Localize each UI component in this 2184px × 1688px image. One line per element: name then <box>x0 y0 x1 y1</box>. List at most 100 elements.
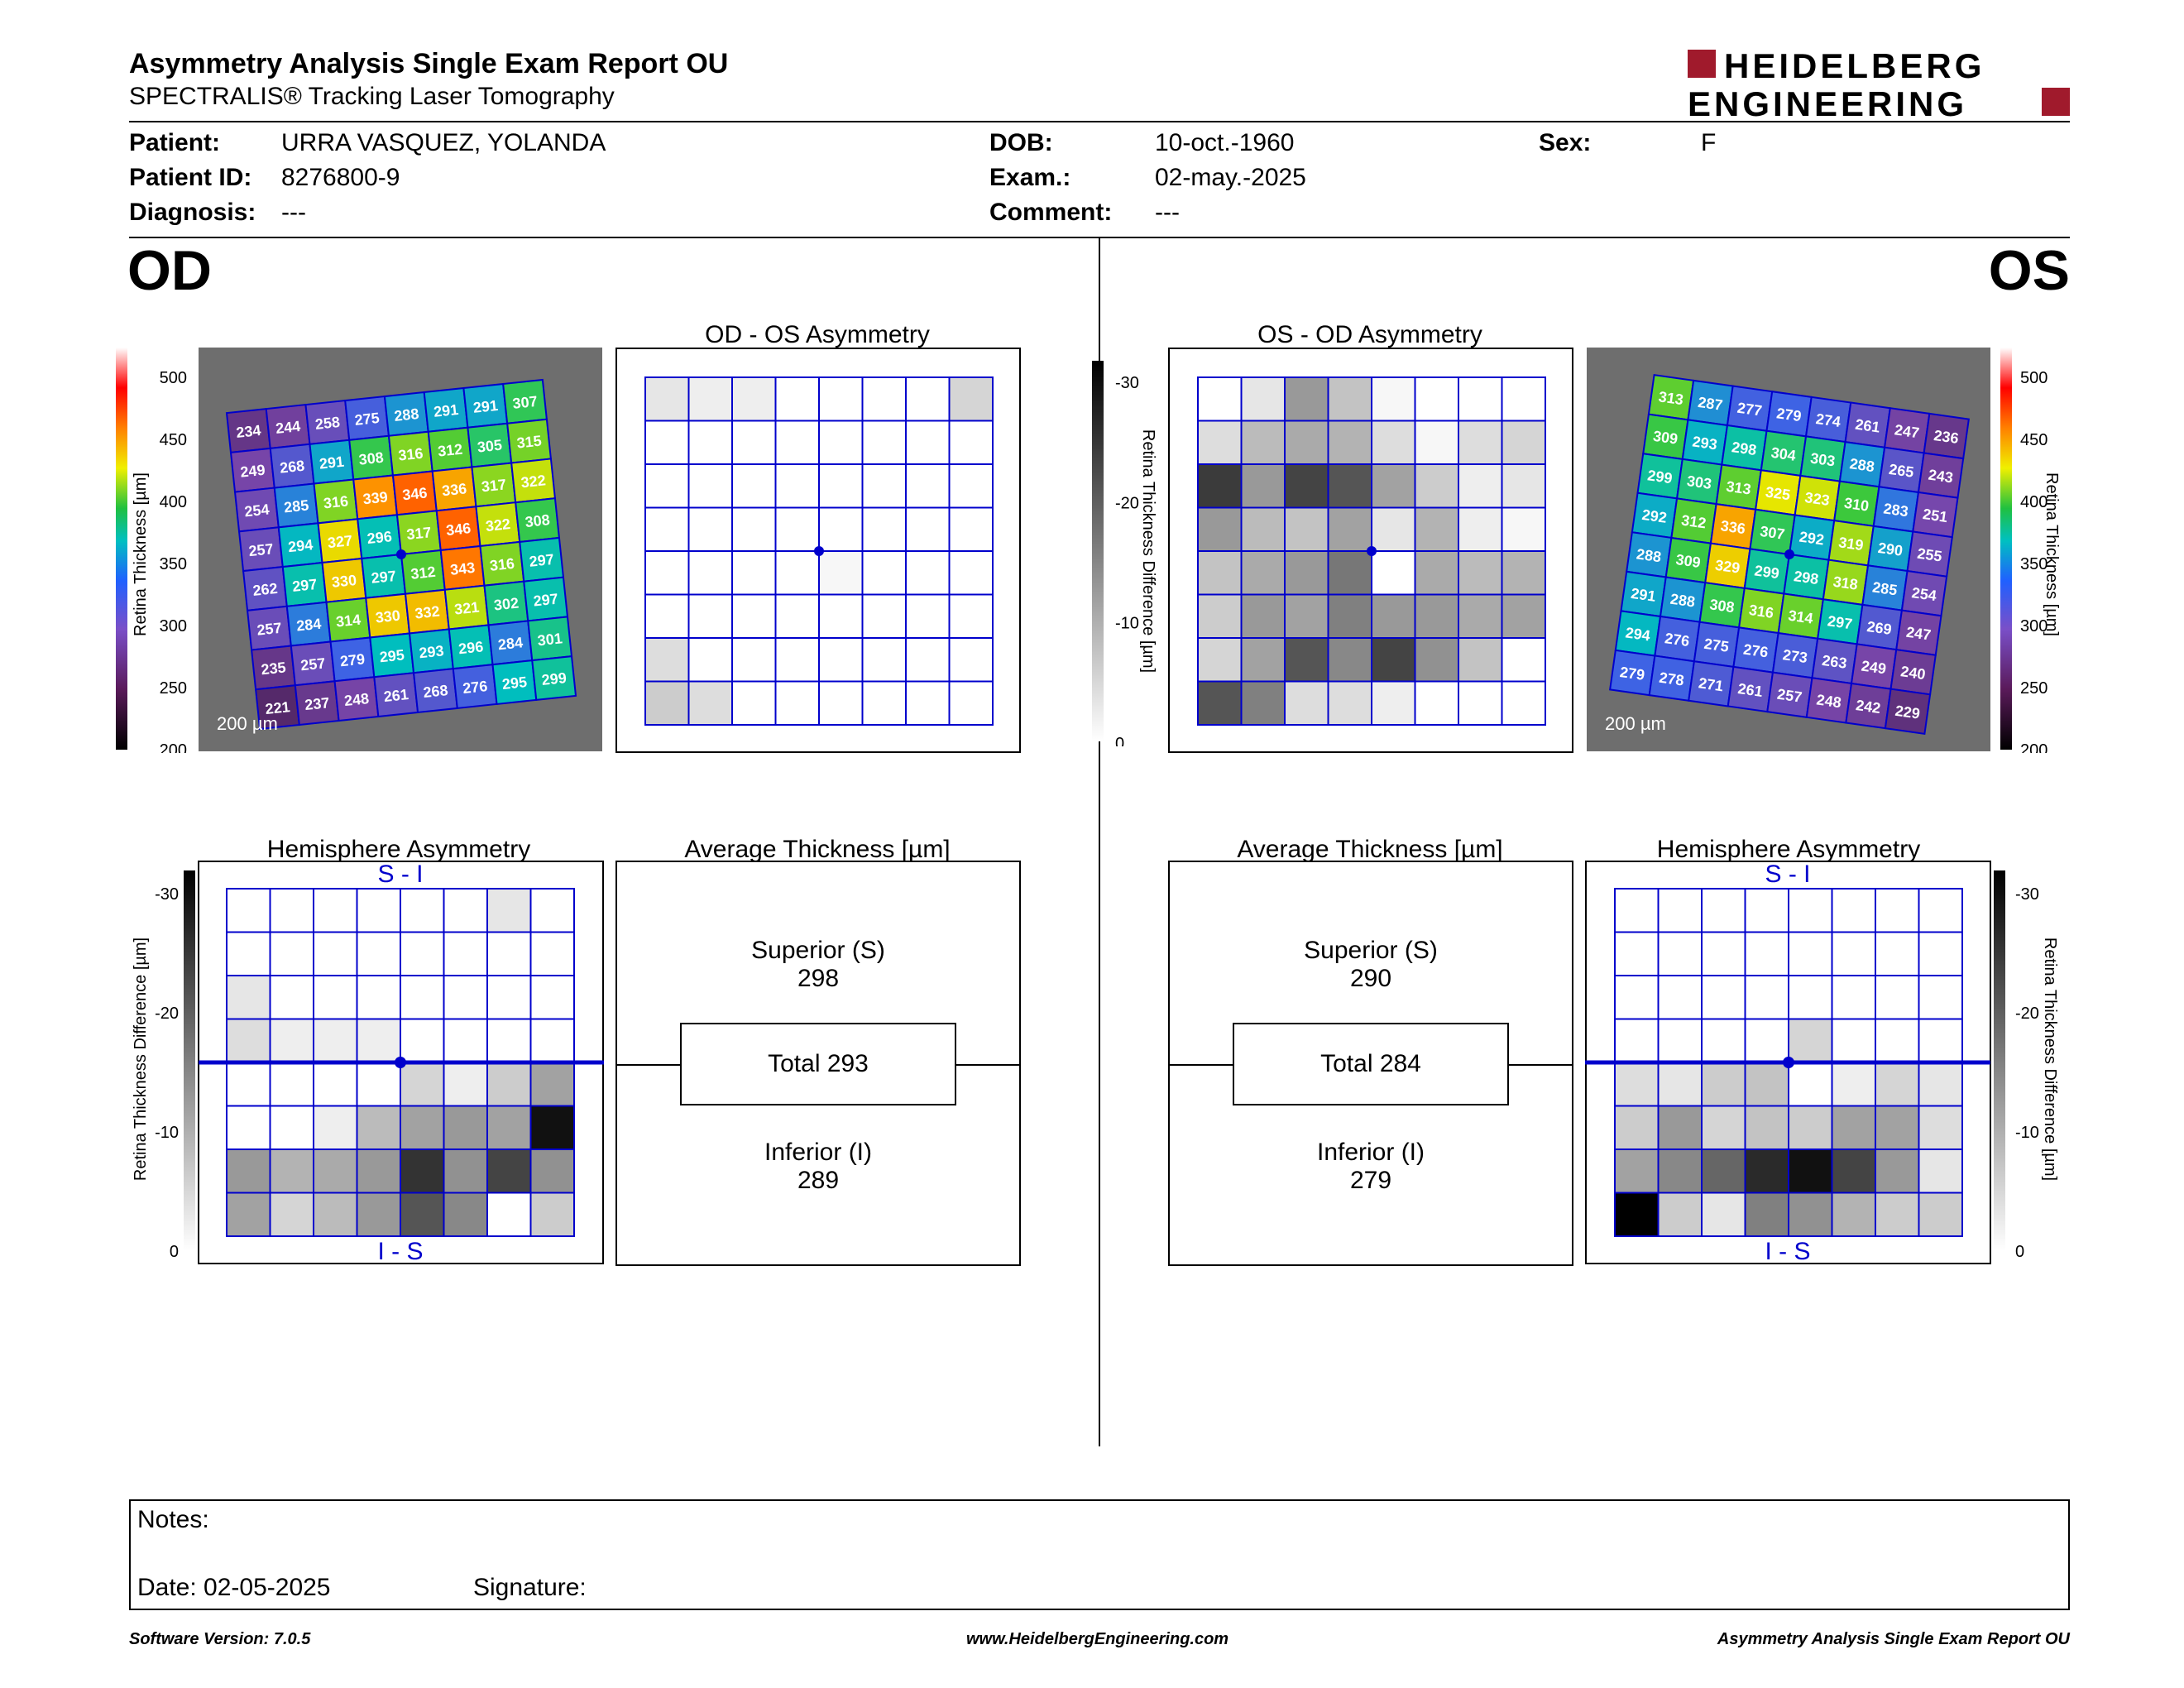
od-thickness-fovea-dot <box>396 549 406 559</box>
notes-label: Notes: <box>137 1506 209 1533</box>
od-thickness-value: 307 <box>512 393 539 412</box>
os-thickness-value: 265 <box>1888 461 1915 481</box>
od-hemi-cell <box>356 1149 401 1194</box>
od-asym-cell <box>644 463 690 509</box>
os-hemi-cell <box>1614 1105 1660 1150</box>
os-asym-cell <box>1240 680 1286 726</box>
od-hemi-cell <box>486 888 532 933</box>
heidelberg-logo: HEIDELBERG ENGINEERING <box>1688 48 2070 119</box>
os-hemi-cell <box>1918 888 1963 933</box>
od-asym-cell <box>687 376 733 422</box>
od-thickness-value: 297 <box>291 576 318 595</box>
od-hemi-cell <box>313 931 358 976</box>
od-thickness-value: 257 <box>256 620 283 639</box>
od-thickness-value: 346 <box>445 520 472 539</box>
patient-name: URRA VASQUEZ, YOLANDA <box>281 129 606 156</box>
os-thickness-value: 273 <box>1782 646 1809 666</box>
os-thickness-value: 313 <box>1658 388 1685 408</box>
od-thickness-value: 312 <box>410 563 436 583</box>
od-asym-cell <box>818 420 864 465</box>
od-asym-cell <box>731 550 777 596</box>
os-asym-cell <box>1327 506 1372 552</box>
os-asym-cell <box>1371 506 1416 552</box>
os-hemi-cell <box>1918 1062 1963 1107</box>
os-hemi-cell <box>1831 1149 1876 1194</box>
od-thickness-value: 248 <box>343 690 370 709</box>
od-thickness-value: 291 <box>472 397 499 416</box>
od-hemi-cell <box>269 888 314 933</box>
od-thickness-value: 254 <box>244 501 271 520</box>
od-asym-cell <box>818 506 864 552</box>
od-hemi-cell <box>443 888 488 933</box>
os-asym-cell <box>1284 506 1329 552</box>
os-asym-cell <box>1240 550 1286 596</box>
os-hemi-cell <box>1614 1192 1660 1237</box>
od-inferior-value: 289 <box>797 1167 840 1194</box>
os-hemi-cell <box>1744 888 1789 933</box>
os-thickness-cbar-tick: 200 <box>2020 741 2048 753</box>
os-thickness-value: 243 <box>1928 467 1955 487</box>
os-hemi-cbar-tick: 0 <box>2015 1243 2024 1261</box>
os-hemi-cbar-tick: -10 <box>2015 1124 2039 1142</box>
od-thickness-value: 308 <box>358 449 385 468</box>
os-thickness-value: 229 <box>1894 703 1922 722</box>
od-asym-cell <box>731 593 777 639</box>
os-asym-cell <box>1414 463 1459 509</box>
os-asym-cell <box>1414 637 1459 683</box>
od-asym-cell <box>861 420 907 465</box>
od-asym-cell <box>818 550 864 596</box>
os-asym-cell <box>1458 376 1503 422</box>
od-thickness-value: 296 <box>457 638 484 657</box>
os-hemi-cell <box>1875 975 1920 1020</box>
od-thickness-value: 330 <box>375 607 401 626</box>
od-hemi-cell <box>529 975 575 1020</box>
od-asym-cell <box>774 420 820 465</box>
od-asym-cell <box>731 376 777 422</box>
od-thickness-value: 297 <box>371 568 397 587</box>
od-asym-cell <box>731 680 777 726</box>
od-superior-label: Superior (S) <box>751 937 885 964</box>
os-hemi-cell <box>1875 1149 1920 1194</box>
os-thickness-value: 275 <box>1703 635 1731 655</box>
os-hemi-cell <box>1701 1062 1746 1107</box>
os-thickness-value: 299 <box>1753 562 1780 582</box>
od-thickness-value: 268 <box>423 682 449 701</box>
od-asym-cell <box>687 420 733 465</box>
od-asym-cell <box>644 376 690 422</box>
os-hemi-cell <box>1614 975 1660 1020</box>
od-hemi-top-label: S - I <box>377 861 423 888</box>
os-asym-cell <box>1458 463 1503 509</box>
od-thickness-value: 276 <box>462 678 488 697</box>
od-asym-cell <box>861 637 907 683</box>
os-asym-cell <box>1371 680 1416 726</box>
od-hemi-cell <box>400 888 445 933</box>
os-thickness-value: 248 <box>1816 691 1843 711</box>
os-asym-cell <box>1240 593 1286 639</box>
os-inferior-value: 279 <box>1349 1167 1392 1194</box>
od-hemi-cell <box>400 1192 445 1237</box>
os-hemi-cell <box>1918 1192 1963 1237</box>
os-asym-panel <box>1168 348 1573 753</box>
os-asym-cell <box>1327 550 1372 596</box>
od-asym-cell <box>644 420 690 465</box>
od-hemi-bottom-label: I - S <box>377 1238 423 1265</box>
od-asym-cell <box>774 506 820 552</box>
od-hemi-cell <box>486 1149 532 1194</box>
os-asym-cell <box>1458 420 1503 465</box>
os-asym-cell <box>1371 376 1416 422</box>
od-inferior-label: Inferior (I) <box>764 1139 873 1166</box>
os-asym-cell <box>1240 637 1286 683</box>
od-asym-cell <box>861 376 907 422</box>
os-hemi-section: S - I I - S -30 -20 -10 0 Retina Thickness … <box>1585 861 2059 1265</box>
os-thickness-value: 279 <box>1619 664 1646 683</box>
os-hemi-cell <box>1875 1105 1920 1150</box>
od-thickness-value: 284 <box>295 616 322 635</box>
od-thickness-value: 327 <box>327 532 353 551</box>
os-asym-cell <box>1414 420 1459 465</box>
od-asym-cell <box>687 463 733 509</box>
os-thickness-value: 240 <box>1899 663 1927 683</box>
od-hemi-cell <box>313 1192 358 1237</box>
os-hemi-cell <box>1788 888 1833 933</box>
os-thickness-cbar-tick: 350 <box>2020 555 2048 573</box>
os-hemi-cell <box>1657 1018 1703 1063</box>
